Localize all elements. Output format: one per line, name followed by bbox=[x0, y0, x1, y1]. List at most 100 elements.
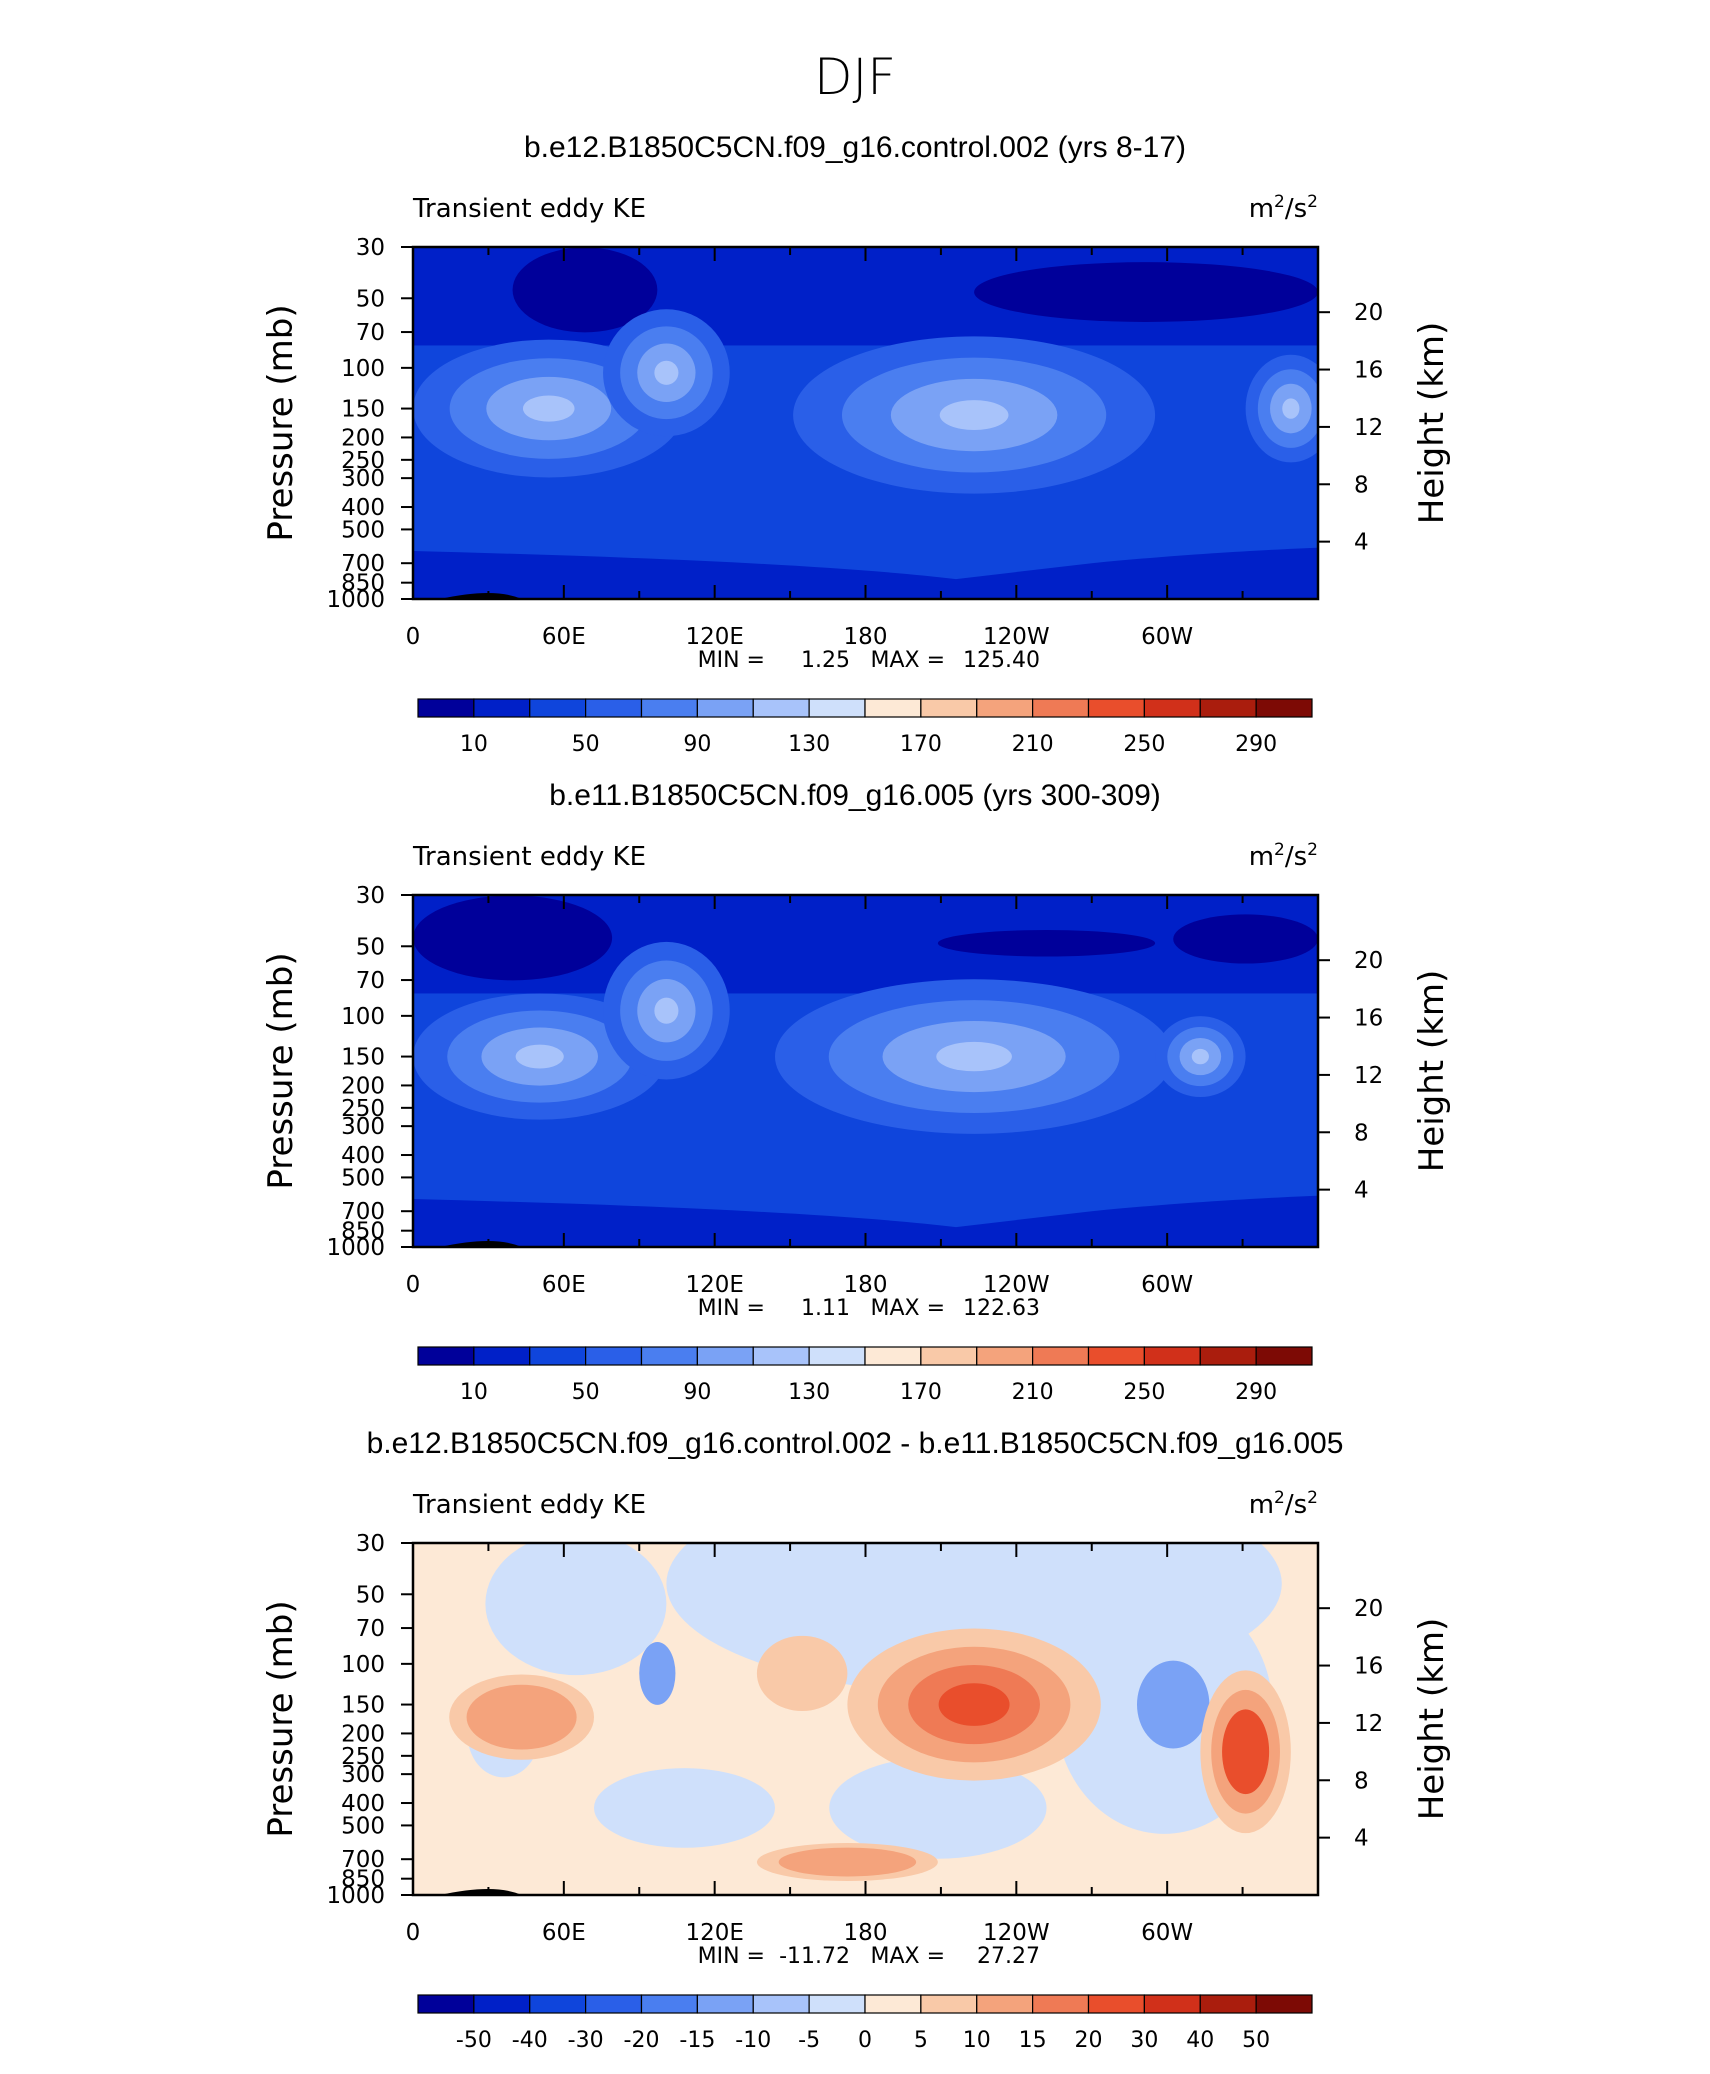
x-tick-label: 120W bbox=[983, 1272, 1050, 1298]
contour-level bbox=[485, 1543, 667, 1676]
colorbar-box bbox=[640, 698, 698, 718]
x-tick-label: 0 bbox=[406, 1920, 421, 1946]
y-tick-label: 50 bbox=[356, 1582, 385, 1608]
y2-axis-title: Height (km) bbox=[1412, 970, 1452, 1173]
y-tick-label: 1000 bbox=[326, 587, 385, 613]
max-value: 122.63 bbox=[963, 1296, 1040, 1321]
y-tick-label: 850 bbox=[341, 1219, 385, 1245]
colorbar-box bbox=[1143, 1994, 1201, 2014]
colorbar-box bbox=[752, 698, 810, 718]
y2-tick-label: 20 bbox=[1354, 1596, 1383, 1622]
y-tick-label: 700 bbox=[341, 1199, 385, 1225]
colorbar-box bbox=[696, 698, 754, 718]
y-tick-label: 100 bbox=[341, 1652, 385, 1678]
colorbar-label: 50 bbox=[572, 732, 600, 757]
panel-1: b.e12.B1850C5CN.f09_g16.control.002 (yrs… bbox=[261, 131, 1452, 757]
y-tick-label: 300 bbox=[341, 1762, 385, 1788]
colorbar-box bbox=[920, 1346, 978, 1366]
colorbar-label: 20 bbox=[1075, 2028, 1103, 2053]
y-tick-label: 70 bbox=[356, 320, 385, 346]
colorbar-label: 290 bbox=[1235, 732, 1277, 757]
colorbar-label: 170 bbox=[900, 732, 942, 757]
contour-level bbox=[936, 1041, 1012, 1072]
contour-level bbox=[756, 1635, 848, 1712]
colorbar-label: 210 bbox=[1012, 1380, 1054, 1405]
colorbar-box bbox=[1255, 1346, 1313, 1366]
colorbar-label: 250 bbox=[1123, 732, 1165, 757]
min-label: MIN = bbox=[698, 648, 765, 673]
contour-level bbox=[974, 262, 1318, 323]
colorbar-box bbox=[696, 1346, 754, 1366]
x-tick-label: 60E bbox=[542, 624, 586, 650]
colorbar-label: 10 bbox=[460, 1380, 488, 1405]
y-axis-title: Pressure (mb) bbox=[261, 952, 301, 1189]
contour-level bbox=[413, 895, 613, 981]
y2-axis-title: Height (km) bbox=[1412, 322, 1452, 525]
x-tick-label: 60E bbox=[542, 1920, 586, 1946]
y-tick-label: 250 bbox=[341, 1744, 385, 1770]
y-tick-label: 200 bbox=[341, 425, 385, 451]
y-tick-label: 500 bbox=[341, 517, 385, 543]
colorbar-label: 130 bbox=[788, 732, 830, 757]
y-tick-label: 250 bbox=[341, 1096, 385, 1122]
max-label: MAX = bbox=[870, 648, 945, 673]
contour-level bbox=[515, 1044, 564, 1069]
y-tick-label: 500 bbox=[341, 1813, 385, 1839]
y-tick-label: 150 bbox=[341, 1045, 385, 1071]
contour-level bbox=[1282, 398, 1300, 419]
units-label: m2/s2 bbox=[1249, 1488, 1318, 1520]
colorbar-box bbox=[417, 698, 475, 718]
colorbar-label: 130 bbox=[788, 1380, 830, 1405]
colorbar-box bbox=[529, 1994, 587, 2014]
colorbar-box bbox=[864, 698, 922, 718]
colorbar-label: 10 bbox=[460, 732, 488, 757]
x-tick-label: 120E bbox=[685, 1272, 743, 1298]
contour-level bbox=[466, 1684, 577, 1750]
y2-tick-label: 4 bbox=[1354, 1826, 1369, 1852]
contour-level bbox=[938, 1683, 1010, 1726]
panel-3: b.e12.B1850C5CN.f09_g16.control.002 - b.… bbox=[261, 1427, 1452, 2053]
colorbar-box bbox=[976, 698, 1034, 718]
colorbar-box bbox=[417, 1346, 475, 1366]
contour-field bbox=[413, 247, 1318, 599]
contour-level bbox=[939, 400, 1009, 430]
colorbar-box bbox=[920, 1994, 978, 2014]
y2-tick-label: 16 bbox=[1354, 1654, 1383, 1680]
x-tick-label: 120W bbox=[983, 624, 1050, 650]
y2-tick-label: 4 bbox=[1354, 530, 1369, 556]
colorbar-box bbox=[1087, 698, 1145, 718]
panel-2: b.e11.B1850C5CN.f09_g16.005 (yrs 300-309… bbox=[261, 779, 1452, 1405]
y-tick-label: 500 bbox=[341, 1165, 385, 1191]
colorbar-box bbox=[529, 1346, 587, 1366]
topography bbox=[440, 593, 522, 599]
topography bbox=[440, 1889, 522, 1895]
y-tick-label: 850 bbox=[341, 1867, 385, 1893]
contour-level bbox=[522, 395, 575, 422]
colorbar-label: 50 bbox=[572, 1380, 600, 1405]
variable-label: Transient eddy KE bbox=[412, 842, 646, 872]
contour-level bbox=[654, 997, 679, 1024]
y2-tick-label: 4 bbox=[1354, 1178, 1369, 1204]
colorbar-box bbox=[976, 1346, 1034, 1366]
contour-level bbox=[413, 547, 1318, 599]
x-tick-label: 120E bbox=[685, 1920, 743, 1946]
x-tick-label: 60W bbox=[1141, 1920, 1193, 1946]
x-tick-label: 120E bbox=[685, 624, 743, 650]
x-tick-label: 60W bbox=[1141, 624, 1193, 650]
min-label: MIN = bbox=[698, 1296, 765, 1321]
colorbar-box bbox=[864, 1994, 922, 2014]
colorbar-box bbox=[1255, 698, 1313, 718]
colorbar-box bbox=[640, 1346, 698, 1366]
colorbar-box bbox=[808, 1346, 866, 1366]
panel-title: b.e12.B1850C5CN.f09_g16.control.002 (yrs… bbox=[524, 131, 1186, 164]
min-value: -11.72 bbox=[779, 1944, 850, 1969]
y-tick-label: 70 bbox=[356, 968, 385, 994]
colorbar-label: 30 bbox=[1130, 2028, 1158, 2053]
colorbar-label: 250 bbox=[1123, 1380, 1165, 1405]
contour-level bbox=[413, 1195, 1318, 1247]
y-tick-label: 100 bbox=[341, 1004, 385, 1030]
units-label: m2/s2 bbox=[1249, 192, 1318, 224]
contour-level bbox=[937, 929, 1156, 957]
y2-tick-label: 8 bbox=[1354, 472, 1369, 498]
colorbar-box bbox=[640, 1994, 698, 2014]
